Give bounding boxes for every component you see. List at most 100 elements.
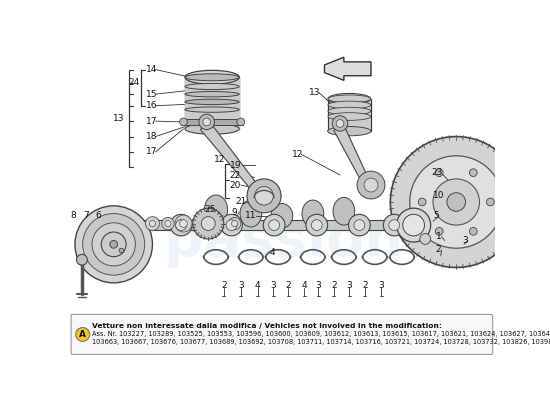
Circle shape (357, 171, 385, 199)
Text: 3: 3 (271, 281, 276, 290)
Text: 2: 2 (285, 281, 291, 290)
Polygon shape (324, 57, 371, 80)
Text: 1: 1 (436, 232, 441, 241)
Ellipse shape (185, 74, 239, 81)
Circle shape (237, 118, 245, 126)
Circle shape (263, 214, 285, 236)
Circle shape (255, 186, 273, 205)
Circle shape (150, 220, 156, 227)
Text: 12: 12 (292, 150, 303, 159)
Circle shape (420, 234, 431, 244)
Circle shape (269, 220, 279, 230)
Circle shape (470, 228, 477, 235)
Text: 2: 2 (362, 281, 367, 290)
Text: 9: 9 (232, 208, 238, 216)
Polygon shape (334, 124, 377, 189)
Circle shape (221, 214, 243, 236)
Circle shape (410, 156, 503, 248)
Text: 13: 13 (310, 88, 321, 97)
Text: 4: 4 (255, 281, 261, 290)
Circle shape (306, 214, 328, 236)
Circle shape (170, 214, 192, 236)
Circle shape (101, 232, 126, 257)
Text: 5: 5 (433, 211, 439, 220)
Circle shape (203, 118, 211, 126)
Text: 18: 18 (146, 132, 157, 141)
Text: 24: 24 (128, 78, 140, 87)
Polygon shape (201, 122, 272, 199)
Circle shape (397, 208, 431, 242)
Circle shape (179, 118, 188, 126)
Circle shape (76, 328, 90, 341)
Circle shape (199, 114, 214, 130)
Ellipse shape (328, 126, 371, 136)
Circle shape (92, 223, 135, 266)
Text: 4: 4 (301, 281, 307, 290)
Circle shape (179, 220, 188, 228)
Circle shape (311, 220, 322, 230)
Circle shape (403, 214, 425, 236)
Text: 6: 6 (95, 211, 101, 220)
Circle shape (436, 228, 443, 235)
Ellipse shape (185, 107, 239, 112)
Circle shape (389, 220, 400, 230)
Text: 3 passion: 3 passion (106, 214, 404, 268)
Text: 12: 12 (214, 155, 226, 164)
Text: 22: 22 (230, 170, 241, 180)
Ellipse shape (328, 101, 371, 109)
Circle shape (436, 169, 443, 176)
Ellipse shape (240, 200, 262, 227)
Ellipse shape (328, 95, 371, 103)
Circle shape (75, 206, 152, 283)
Circle shape (145, 217, 160, 230)
Text: 3: 3 (378, 281, 384, 290)
Circle shape (383, 214, 405, 236)
Text: 2: 2 (221, 281, 227, 290)
Text: Ass. Nr. 103227, 103289, 103525, 103553, 103596, 103600, 103609, 103612, 103613,: Ass. Nr. 103227, 103289, 103525, 103553,… (92, 330, 550, 345)
Text: 2: 2 (331, 281, 337, 290)
Text: 8: 8 (70, 211, 76, 220)
Circle shape (119, 248, 124, 253)
Text: 4: 4 (270, 248, 276, 256)
Circle shape (332, 116, 348, 131)
Text: 17: 17 (146, 148, 157, 156)
Text: 17: 17 (146, 117, 157, 126)
Text: 3: 3 (463, 236, 469, 245)
Text: 3: 3 (238, 281, 244, 290)
Text: 11: 11 (245, 211, 257, 220)
Ellipse shape (333, 197, 355, 225)
Circle shape (487, 198, 494, 206)
Circle shape (192, 208, 224, 239)
Circle shape (354, 220, 365, 230)
Text: 10: 10 (433, 191, 445, 200)
Text: 21: 21 (235, 198, 246, 206)
FancyBboxPatch shape (71, 314, 493, 354)
Circle shape (82, 214, 145, 275)
Ellipse shape (271, 204, 293, 228)
Ellipse shape (328, 113, 371, 120)
Circle shape (232, 220, 238, 227)
Ellipse shape (185, 124, 239, 134)
Text: A: A (79, 330, 86, 339)
Text: 2: 2 (436, 245, 441, 254)
Polygon shape (328, 99, 371, 131)
Ellipse shape (185, 84, 239, 90)
Text: 25: 25 (204, 205, 216, 214)
Text: 3: 3 (346, 281, 352, 290)
Circle shape (390, 136, 522, 268)
Circle shape (447, 193, 465, 211)
Circle shape (247, 179, 281, 213)
Circle shape (76, 254, 87, 265)
Ellipse shape (328, 107, 371, 115)
Ellipse shape (205, 195, 228, 224)
Circle shape (336, 120, 344, 127)
Text: 23: 23 (431, 168, 443, 177)
Circle shape (175, 215, 192, 232)
Circle shape (364, 178, 378, 192)
Text: 7: 7 (83, 211, 89, 220)
Text: 3: 3 (316, 281, 321, 290)
Text: 15: 15 (146, 90, 157, 99)
Circle shape (226, 220, 237, 230)
Circle shape (470, 169, 477, 176)
Text: 13: 13 (113, 114, 124, 123)
